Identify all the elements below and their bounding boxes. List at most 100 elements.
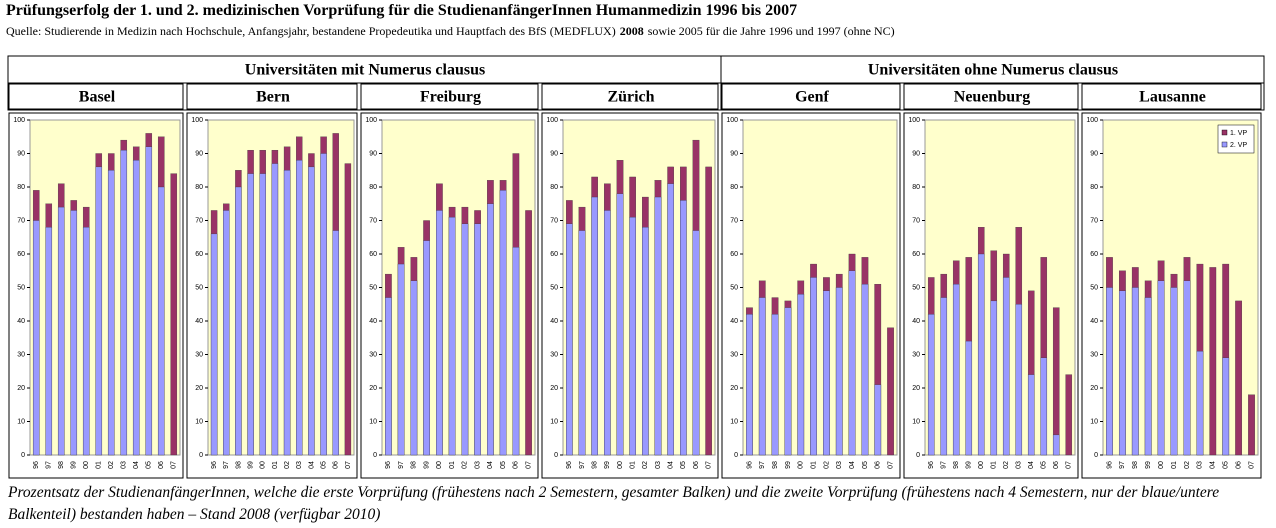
x-tick-label: 05 (500, 461, 507, 469)
bar (344, 163, 352, 456)
source: Quelle: Studierende in Medizin nach Hoch… (6, 24, 895, 39)
y-tick-label: 10 (1090, 418, 1098, 425)
column-header (721, 83, 901, 110)
x-tick-label: 05 (146, 461, 153, 469)
x-tick-label: 98 (772, 461, 779, 469)
chart-title: Zürich (607, 89, 654, 106)
y-tick-label: 90 (195, 150, 203, 157)
x-tick-label: 07 (1248, 461, 1255, 469)
y-tick-label: 90 (17, 150, 25, 157)
x-tick-label: 97 (223, 461, 230, 469)
chart-title: Freiburg (420, 89, 481, 106)
bar (308, 166, 315, 456)
y-tick-label: 40 (369, 318, 377, 325)
bar (1052, 307, 1060, 456)
y-tick-label: 50 (912, 284, 920, 291)
page-title: Prüfungserfolg der 1. und 2. medizinisch… (6, 2, 798, 19)
bar (423, 240, 430, 456)
x-tick-label: 00 (436, 461, 443, 469)
x-tick-label: 97 (941, 461, 948, 469)
bar (848, 270, 856, 456)
bar (746, 314, 753, 456)
x-tick-label: 02 (462, 461, 469, 469)
y-tick-label: 80 (17, 184, 25, 191)
bar (247, 173, 254, 456)
x-tick-label: 06 (875, 461, 882, 469)
y-tick-label: 50 (17, 284, 25, 291)
bar (1065, 374, 1073, 456)
x-tick-label: 00 (1158, 461, 1165, 469)
y-tick-label: 0 (916, 452, 920, 459)
y-tick-label: 70 (17, 217, 25, 224)
y-tick-label: 40 (195, 318, 203, 325)
x-tick-label: 00 (260, 461, 267, 469)
bar (887, 327, 894, 456)
y-tick-label: 60 (912, 251, 920, 258)
y-tick-label: 40 (1090, 318, 1098, 325)
source-text: Quelle: Studierende in Medizin nach Hoch… (6, 24, 616, 38)
y-tick-label: 0 (21, 452, 25, 459)
y-tick-label: 50 (550, 284, 558, 291)
bar (320, 153, 327, 456)
chart-title: Genf (795, 89, 829, 106)
bar (1209, 267, 1217, 456)
x-tick-label: 97 (759, 461, 766, 469)
chart-frame (8, 112, 184, 479)
bar (259, 173, 266, 456)
x-tick-label: 01 (96, 461, 103, 469)
x-tick-label: 03 (474, 461, 481, 469)
x-tick-label: 99 (785, 461, 792, 469)
plot-area (924, 119, 1076, 456)
x-tick-label: 04 (668, 461, 675, 469)
bar (927, 314, 935, 456)
x-tick-label: 04 (133, 461, 140, 469)
bar (461, 223, 469, 456)
bar (82, 227, 90, 456)
bar (874, 384, 882, 456)
bar (95, 166, 103, 456)
y-tick-label: 0 (734, 452, 738, 459)
bar (1248, 394, 1255, 456)
y-tick-label: 30 (1090, 351, 1098, 358)
x-tick-label: 97 (579, 461, 586, 469)
x-tick-label: 04 (487, 461, 494, 469)
plot-area (29, 119, 181, 456)
bar (1118, 290, 1126, 456)
y-tick-label: 30 (17, 351, 25, 358)
x-tick-label: 99 (423, 461, 430, 469)
bar (1222, 357, 1230, 456)
bar (296, 160, 303, 456)
bar (170, 173, 178, 456)
x-tick-label: 05 (1041, 461, 1048, 469)
chart-title: Bern (256, 89, 290, 106)
x-tick-label: 98 (235, 461, 242, 469)
legend-frame (1217, 124, 1255, 154)
y-tick-label: 100 (13, 117, 25, 124)
bar (861, 283, 869, 456)
y-tick-label: 60 (730, 251, 738, 258)
x-tick-label: 02 (1003, 461, 1010, 469)
x-tick-label: 97 (1119, 461, 1126, 469)
bar (654, 196, 662, 456)
chart-frame (186, 112, 358, 479)
x-tick-label: 04 (308, 461, 315, 469)
y-tick-label: 90 (550, 150, 558, 157)
y-tick-label: 20 (1090, 385, 1098, 392)
x-tick-label: 07 (345, 461, 352, 469)
bar (566, 223, 573, 456)
plot-area (1102, 119, 1259, 456)
y-tick-label: 0 (199, 452, 203, 459)
bar (578, 230, 586, 456)
y-tick-label: 0 (554, 452, 558, 459)
x-tick-label: 07 (887, 461, 894, 469)
bar (1015, 304, 1023, 456)
column-header (8, 83, 184, 110)
x-tick-label: 99 (1145, 461, 1152, 469)
y-tick-label: 40 (17, 318, 25, 325)
y-tick-label: 70 (730, 217, 738, 224)
bar (283, 170, 291, 456)
x-tick-label: 04 (849, 461, 856, 469)
x-tick-label: 96 (1106, 461, 1113, 469)
bar (1052, 434, 1060, 456)
